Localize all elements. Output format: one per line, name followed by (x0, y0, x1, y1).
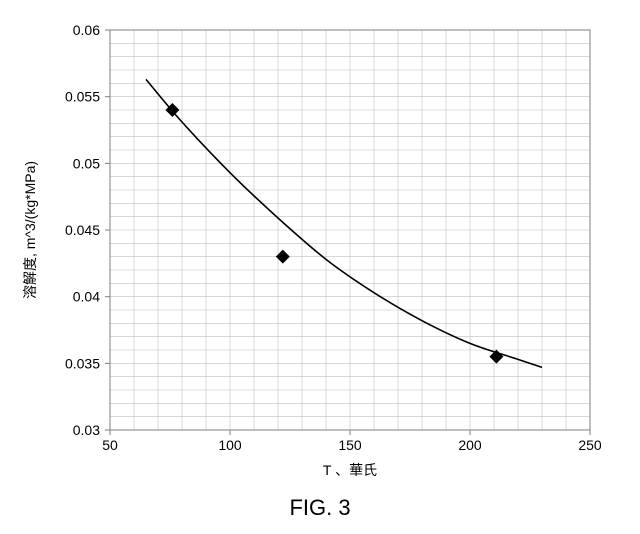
svg-text:250: 250 (578, 437, 602, 453)
y-ticks: 0.03 0.035 0.04 0.045 0.05 0.055 0.06 (65, 22, 110, 438)
chart-container: 50 100 150 200 250 0.03 0.035 0.04 0.045 0.05 0.05… (0, 0, 640, 534)
svg-text:50: 50 (102, 437, 118, 453)
svg-text:0.045: 0.045 (65, 222, 100, 238)
svg-text:200: 200 (458, 437, 482, 453)
x-axis-label: T 、華氏 (323, 462, 377, 478)
svg-text:100: 100 (218, 437, 242, 453)
svg-text:0.06: 0.06 (73, 22, 100, 38)
svg-text:0.03: 0.03 (73, 422, 100, 438)
x-ticks: 50 100 150 200 250 (102, 430, 602, 453)
svg-text:0.04: 0.04 (73, 289, 100, 305)
svg-text:150: 150 (338, 437, 362, 453)
grid (110, 30, 590, 430)
y-axis-label: 溶解度, m^3/(kg*MPa) (22, 161, 38, 299)
svg-text:0.035: 0.035 (65, 355, 100, 371)
solubility-chart: 50 100 150 200 250 0.03 0.035 0.04 0.045 0.05 0.05… (0, 0, 640, 534)
svg-text:0.05: 0.05 (73, 155, 100, 171)
figure-label: FIG. 3 (0, 495, 640, 521)
svg-text:0.055: 0.055 (65, 89, 100, 105)
